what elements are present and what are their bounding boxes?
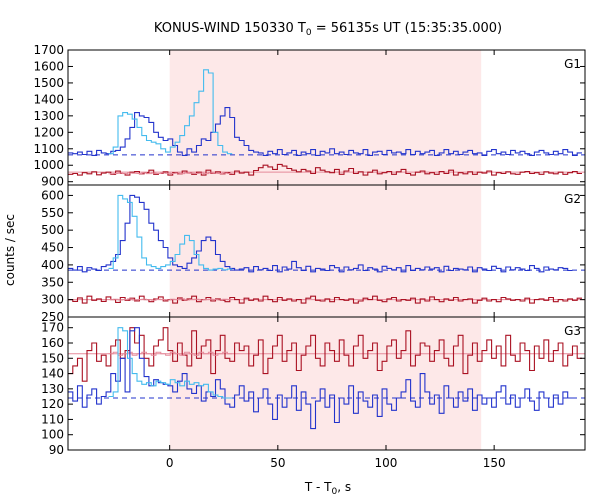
blue-series [68,194,573,273]
chart-title-subscript: 0 [306,28,312,38]
y-tick-label: 1100 [33,142,64,156]
y-tick-label: 130 [41,382,64,396]
red-series [68,295,582,304]
light-blue-series [108,69,233,155]
chart-title: KONUS-WIND 150330 T0 = 56135s UT (15:35:… [154,21,502,38]
shaded-interval [169,50,482,185]
y-tick-label: 110 [41,412,64,426]
light-blue-series [108,194,233,271]
y-tick-label: 1400 [33,92,64,106]
chart-title-rest: = 56135s UT (15:35:35.000) [312,21,502,36]
panel-g1: 900 1000 1100 1200 1300 1400 1500 1600 1700 G1 [33,43,586,189]
x-tick-label: 50 [270,456,285,470]
red-series [68,327,582,382]
panel-frame [67,316,586,451]
y-tick-label: 1300 [33,109,64,123]
y-tick-label: 900 [41,175,64,189]
light-blue-series [108,327,233,399]
y-tick-label: 400 [41,258,64,272]
y-tick-label: 1200 [33,125,64,139]
y-tick-label: 1700 [33,43,64,57]
x-axis-label: T - T0, s [304,480,351,497]
panel-label: G1 [564,57,581,71]
x-axis-label-rest: , s [337,480,351,494]
y-tick-label: 90 [49,443,64,457]
y-tick-label: 150 [41,351,64,365]
shaded-interval [169,317,482,450]
y-tick-label: 550 [41,206,64,220]
x-axis-label-subscript: 0 [332,487,338,497]
red-series [68,163,582,176]
y-axis-label: counts / sec [3,214,17,286]
y-tick-label: 160 [41,336,64,350]
chart-title-main: KONUS-WIND 150330 T [154,21,306,36]
y-tick-label: 600 [41,188,64,202]
y-tick-label: 1600 [33,59,64,73]
y-tick-label: 300 [41,293,64,307]
plot-area: 90010001100120013001400150016001700G1250… [33,43,586,470]
blue-series [68,107,582,156]
y-tick-label: 500 [41,223,64,237]
y-tick-label: 120 [41,397,64,411]
y-tick-label: 1000 [33,158,64,172]
x-tick-label: 100 [375,456,398,470]
panel-label: G2 [564,192,581,206]
y-tick-label: 350 [41,275,64,289]
panel-g2: 250 300 350 400 450 500 550 600 G2 [41,184,586,324]
y-tick-label: 450 [41,241,64,255]
x-tick-label: 0 [166,456,174,470]
shaded-interval [169,185,482,317]
panel-label: G3 [564,324,581,338]
y-tick-label: 100 [41,428,64,442]
y-tick-label: 140 [41,367,64,381]
x-axis-label-main: T - T [304,480,332,494]
x-tick-label: 150 [483,456,506,470]
pink-series [108,172,233,175]
pink-series [108,298,233,301]
y-tick-label: 170 [41,321,64,335]
y-tick-label: 250 [41,310,64,324]
y-tick-label: 1500 [33,76,64,90]
blue-series [68,327,573,430]
